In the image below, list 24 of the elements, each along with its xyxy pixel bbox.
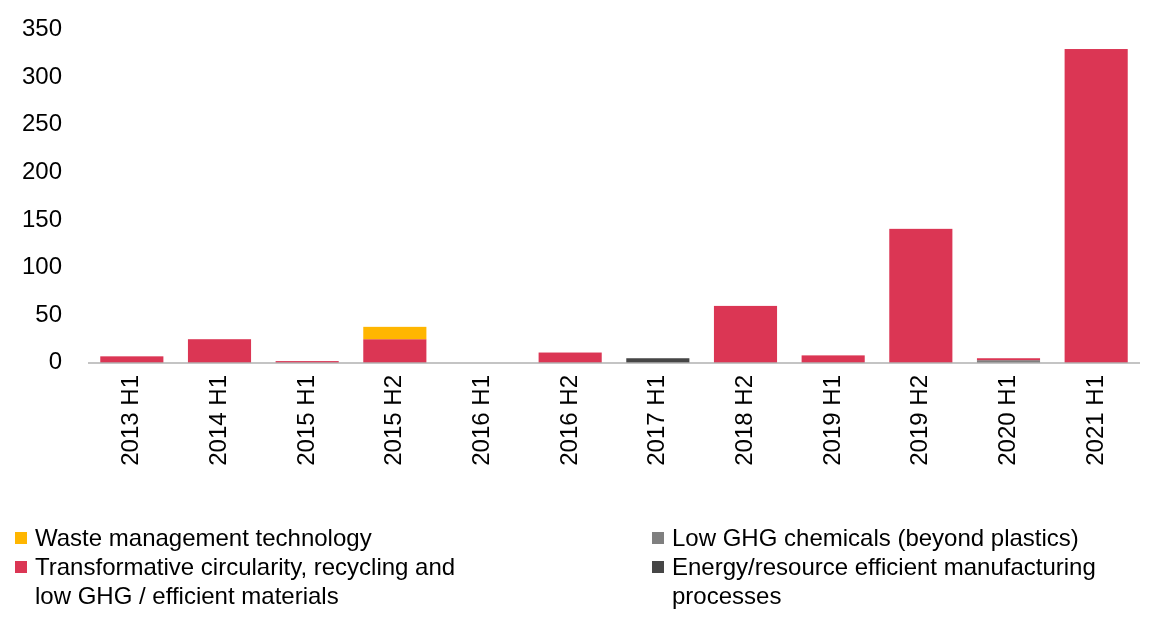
y-tick-label: 50 bbox=[35, 299, 62, 327]
y-tick-label: 150 bbox=[21, 204, 62, 232]
x-tick-label: 2017 H1 bbox=[642, 375, 670, 466]
x-tick-label: 2015 H1 bbox=[291, 375, 319, 466]
x-tick-label: 2019 H2 bbox=[905, 375, 933, 466]
y-tick-label: 350 bbox=[21, 14, 62, 42]
x-tick-label: 2016 H1 bbox=[466, 375, 494, 466]
y-tick-label: 200 bbox=[21, 157, 62, 185]
legend-label: Low GHG chemicals (beyond plastics) bbox=[672, 524, 1079, 552]
legend-label: Waste management technology bbox=[35, 524, 372, 552]
x-tick-label: 2016 H2 bbox=[554, 375, 582, 466]
x-tick-label: 2020 H1 bbox=[992, 375, 1020, 466]
legend-label: Energy/resource efficient manufacturing processes bbox=[672, 553, 1096, 610]
x-tick-label: 2014 H1 bbox=[203, 375, 231, 466]
x-tick-label: 2019 H1 bbox=[817, 375, 845, 466]
y-tick-label: 0 bbox=[48, 347, 62, 375]
x-tick-label: 2021 H1 bbox=[1080, 375, 1108, 466]
x-tick-label: 2018 H2 bbox=[729, 375, 757, 466]
x-tick-label: 2015 H2 bbox=[379, 375, 407, 466]
x-tick-label: 2013 H1 bbox=[116, 375, 144, 466]
y-tick-label: 100 bbox=[21, 252, 62, 280]
y-tick-label: 250 bbox=[21, 109, 62, 137]
y-tick-label: 300 bbox=[21, 61, 62, 89]
legend-label: Transformative circularity, recycling and low GHG / efficient materials bbox=[35, 553, 456, 610]
